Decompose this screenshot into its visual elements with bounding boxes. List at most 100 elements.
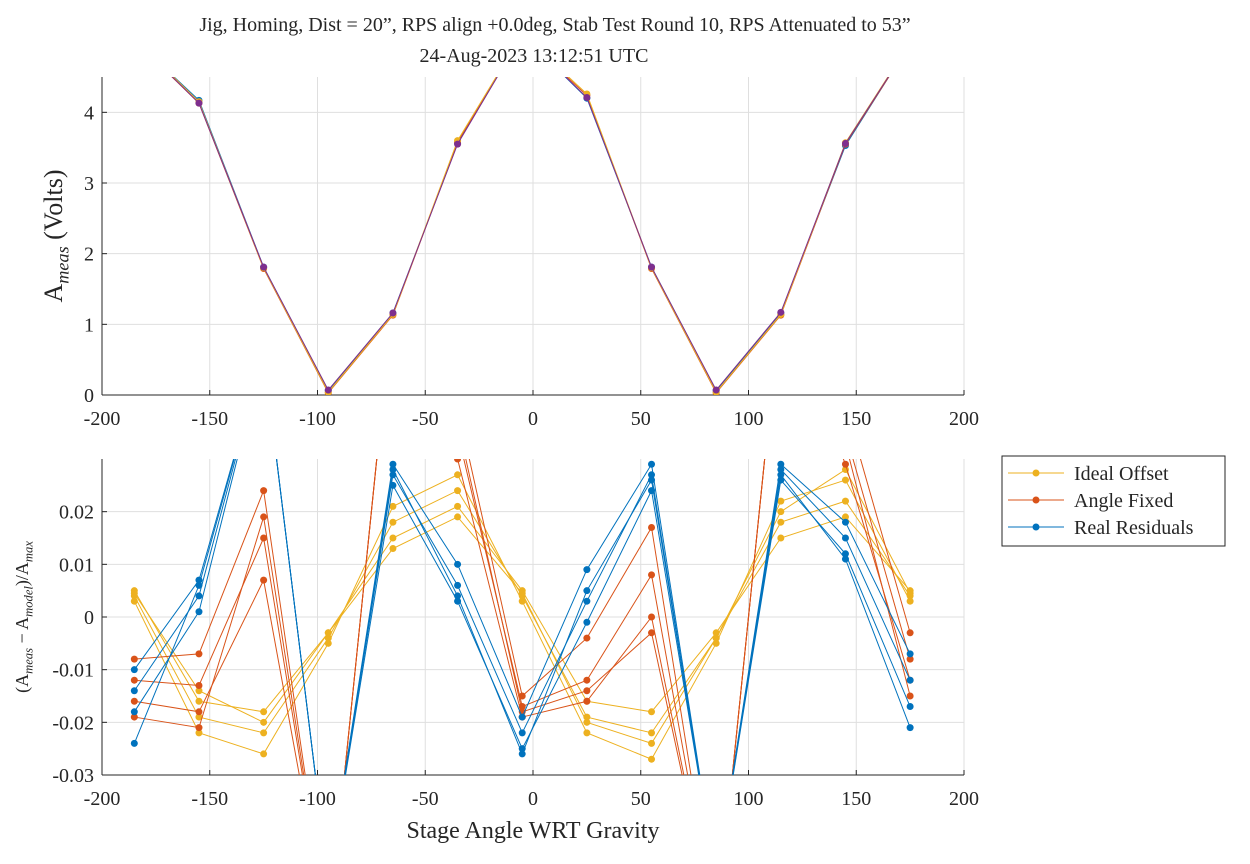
point (130, 589, 138, 597)
point (454, 459, 462, 463)
point (907, 40, 914, 47)
point (583, 687, 591, 695)
point (518, 729, 526, 737)
point (841, 497, 849, 505)
x-tick-label: 100 (734, 408, 764, 430)
point (583, 587, 591, 595)
point (648, 708, 656, 716)
point (260, 263, 268, 271)
point (454, 560, 462, 568)
x-tick-label: -100 (299, 788, 336, 810)
chart-subtitle: 24-Aug-2023 13:12:51 UTC (420, 45, 649, 67)
point (777, 298, 784, 305)
point (907, 39, 914, 46)
y-label-subscript: meas (22, 648, 36, 674)
x-tick-label: 200 (949, 408, 979, 430)
point (583, 597, 591, 605)
point (195, 650, 203, 658)
point (131, 37, 138, 44)
x-tick-label: 100 (734, 788, 764, 810)
point (130, 655, 138, 663)
point (131, 36, 138, 43)
y-label-part: (Volts) (39, 170, 68, 247)
point (260, 729, 268, 737)
point (454, 403, 461, 410)
point (648, 571, 656, 579)
point (906, 676, 914, 684)
point (195, 581, 203, 589)
axes: -200 -150 -100 -50 0 50 100 150 200 -0.03 -0.02 -0.… (12, 298, 979, 844)
y-axis-label: Ameas (Volts) (39, 170, 73, 303)
point (130, 713, 138, 721)
x-tick-label: 50 (631, 408, 651, 430)
chart-title: Jig, Homing, Dist = 20”, RPS align +0.0d… (199, 14, 910, 36)
point (454, 419, 461, 426)
x-tick-label: -150 (191, 788, 228, 810)
point (906, 650, 914, 658)
y-label-subscript: max (22, 541, 36, 562)
point (841, 476, 849, 484)
x-tick-label: 150 (841, 788, 871, 810)
point (260, 576, 268, 584)
point (712, 386, 720, 394)
point (777, 471, 785, 479)
point (260, 513, 268, 521)
y-tick-label: -0.02 (52, 712, 94, 734)
point (131, 35, 138, 42)
point (906, 703, 914, 711)
y-tick-label: -0.03 (52, 765, 94, 787)
point (389, 298, 396, 305)
point (842, 429, 849, 436)
point (260, 718, 268, 726)
x-tick-label: -200 (84, 788, 121, 810)
point (712, 634, 720, 642)
x-tick-label: -50 (412, 408, 439, 430)
point (454, 140, 462, 148)
point (841, 534, 849, 542)
plot-area (131, 35, 914, 395)
point (195, 713, 203, 721)
x-tick-label: 50 (631, 788, 651, 810)
point (648, 263, 656, 271)
point (130, 676, 138, 684)
point (324, 386, 332, 394)
point (260, 750, 268, 758)
point (583, 618, 591, 626)
axes: -200 -150 -100 -50 0 50 100 150 200 0 1 2 3 4 Ameas (V… (39, 35, 979, 430)
x-tick-label: 150 (841, 408, 871, 430)
point (195, 687, 203, 695)
x-tick-label: -150 (191, 408, 228, 430)
y-label-subscript: meas (53, 246, 73, 283)
x-tick-label: 200 (949, 788, 979, 810)
point (389, 298, 396, 305)
point (841, 550, 849, 558)
point (518, 589, 526, 597)
legend: Ideal Offset Angle Fixed Real Residuals (1001, 455, 1226, 547)
point (777, 497, 785, 505)
point (130, 597, 138, 605)
point (648, 523, 656, 531)
point (907, 40, 914, 47)
point (583, 634, 591, 642)
legend-label: Ideal Offset (1074, 463, 1169, 485)
point (130, 697, 138, 705)
x-tick-label: -50 (412, 788, 439, 810)
point (777, 308, 785, 316)
point (841, 555, 849, 563)
point (583, 729, 591, 737)
point (583, 676, 591, 684)
y-tick-label: 0 (84, 607, 94, 629)
y-tick-label: -0.01 (52, 660, 94, 682)
point (648, 471, 656, 479)
series-line (172, 77, 889, 394)
plot-area (130, 298, 914, 775)
y-label-part: − A (12, 617, 32, 648)
y-tick-label: 0 (84, 385, 94, 407)
x-tick-label: 0 (528, 788, 538, 810)
series-line (171, 77, 890, 394)
point (777, 476, 785, 484)
point (130, 739, 138, 747)
y-tick-label: 2 (84, 244, 94, 266)
point (841, 513, 849, 521)
